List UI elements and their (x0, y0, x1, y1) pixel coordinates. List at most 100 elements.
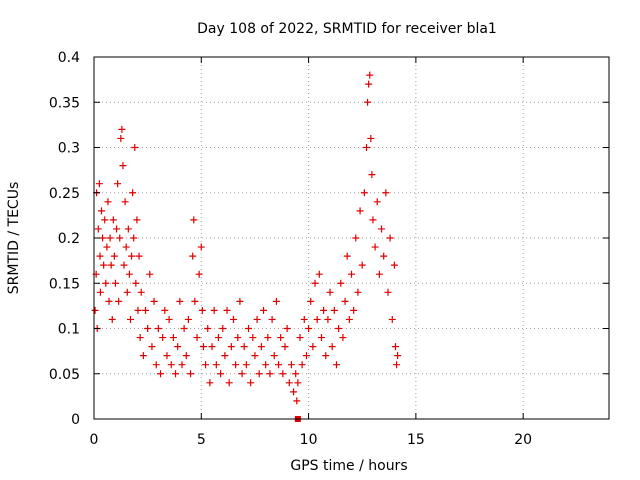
data-point (364, 98, 372, 106)
data-point (234, 334, 242, 342)
data-point (242, 361, 250, 369)
data-point (275, 361, 283, 369)
data-point (129, 189, 137, 197)
data-point (371, 243, 379, 251)
data-point (394, 352, 402, 360)
data-point (279, 370, 287, 378)
data-point (128, 252, 136, 260)
gridlines (94, 57, 609, 419)
data-point (132, 279, 140, 287)
y-tick-label: 0.1 (58, 322, 80, 338)
data-point (225, 379, 233, 387)
data-point (115, 297, 123, 305)
data-point (317, 334, 325, 342)
y-axis: 0 0.05 0.1 0.15 0.2 0.25 0.3 0.35 0.4 (49, 50, 609, 428)
data-point (119, 162, 127, 170)
data-point (366, 71, 374, 79)
data-point (277, 334, 285, 342)
data-point (283, 325, 291, 332)
data-point (251, 352, 259, 360)
data-point (307, 297, 315, 305)
data-point (221, 352, 229, 360)
y-tick-label: 0.3 (58, 141, 80, 157)
data-point (375, 270, 383, 278)
data-point (272, 297, 280, 305)
data-point (118, 125, 126, 133)
y-tick-label: 0.35 (49, 95, 80, 111)
data-point (311, 279, 319, 287)
data-point (114, 180, 122, 188)
data-point (195, 270, 203, 278)
data-point (328, 343, 336, 351)
data-point (111, 279, 119, 287)
data-point (322, 352, 330, 360)
data-point (106, 234, 114, 242)
data-point (232, 361, 240, 369)
data-point (236, 297, 244, 305)
data-point (180, 325, 188, 332)
data-point (266, 370, 274, 378)
data-point (142, 306, 149, 314)
data-point (126, 315, 134, 323)
data-point (176, 297, 184, 305)
data-point (121, 198, 129, 206)
data-point (339, 334, 347, 342)
data-point (390, 261, 398, 269)
data-point (380, 252, 388, 260)
y-tick-label: 0 (71, 412, 80, 428)
data-point (102, 279, 110, 287)
data-point (300, 315, 308, 323)
data-point (293, 397, 301, 405)
data-point (354, 288, 362, 296)
y-tick-label: 0.25 (49, 186, 80, 202)
y-tick-label: 0.2 (58, 231, 80, 247)
data-point (386, 234, 394, 242)
data-point (214, 334, 222, 342)
data-point (109, 216, 117, 224)
data-point (184, 315, 192, 323)
data-point (107, 261, 115, 269)
data-point (335, 325, 343, 332)
data-point (369, 216, 377, 224)
data-point (365, 80, 373, 88)
data-point (212, 361, 220, 369)
data-point (116, 234, 124, 242)
data-point (358, 261, 366, 269)
y-tick-label: 0.05 (49, 367, 80, 383)
data-point (356, 207, 364, 215)
data-point (165, 315, 173, 323)
data-point (363, 144, 371, 151)
data-point (294, 379, 302, 387)
data-point (91, 306, 99, 314)
data-point (320, 306, 328, 314)
data-point (219, 325, 227, 332)
data-point (367, 134, 375, 142)
data-point (146, 270, 154, 278)
data-point (101, 216, 109, 224)
data-point (98, 207, 106, 215)
data-point (337, 279, 345, 287)
data-point (223, 306, 231, 314)
chart-title: Day 108 of 2022, SRMTID for receiver bla… (197, 21, 497, 37)
data-point (217, 370, 225, 378)
data-point (198, 306, 206, 314)
data-point (108, 315, 116, 323)
data-point (348, 270, 355, 278)
data-point (199, 343, 207, 351)
data-point (204, 325, 212, 332)
data-point (343, 252, 351, 260)
data-point (99, 234, 107, 242)
data-point (368, 171, 376, 179)
data-point (96, 288, 104, 296)
data-point (202, 361, 210, 369)
data-point (144, 325, 152, 332)
data-point (122, 243, 130, 251)
data-point (154, 325, 162, 332)
data-point (330, 306, 338, 314)
y-axis-title: SRMTID / TECUs (6, 182, 22, 295)
data-point (341, 297, 349, 305)
data-point (148, 343, 156, 351)
data-point (189, 252, 197, 260)
data-point (94, 225, 102, 233)
data-point (113, 225, 121, 233)
